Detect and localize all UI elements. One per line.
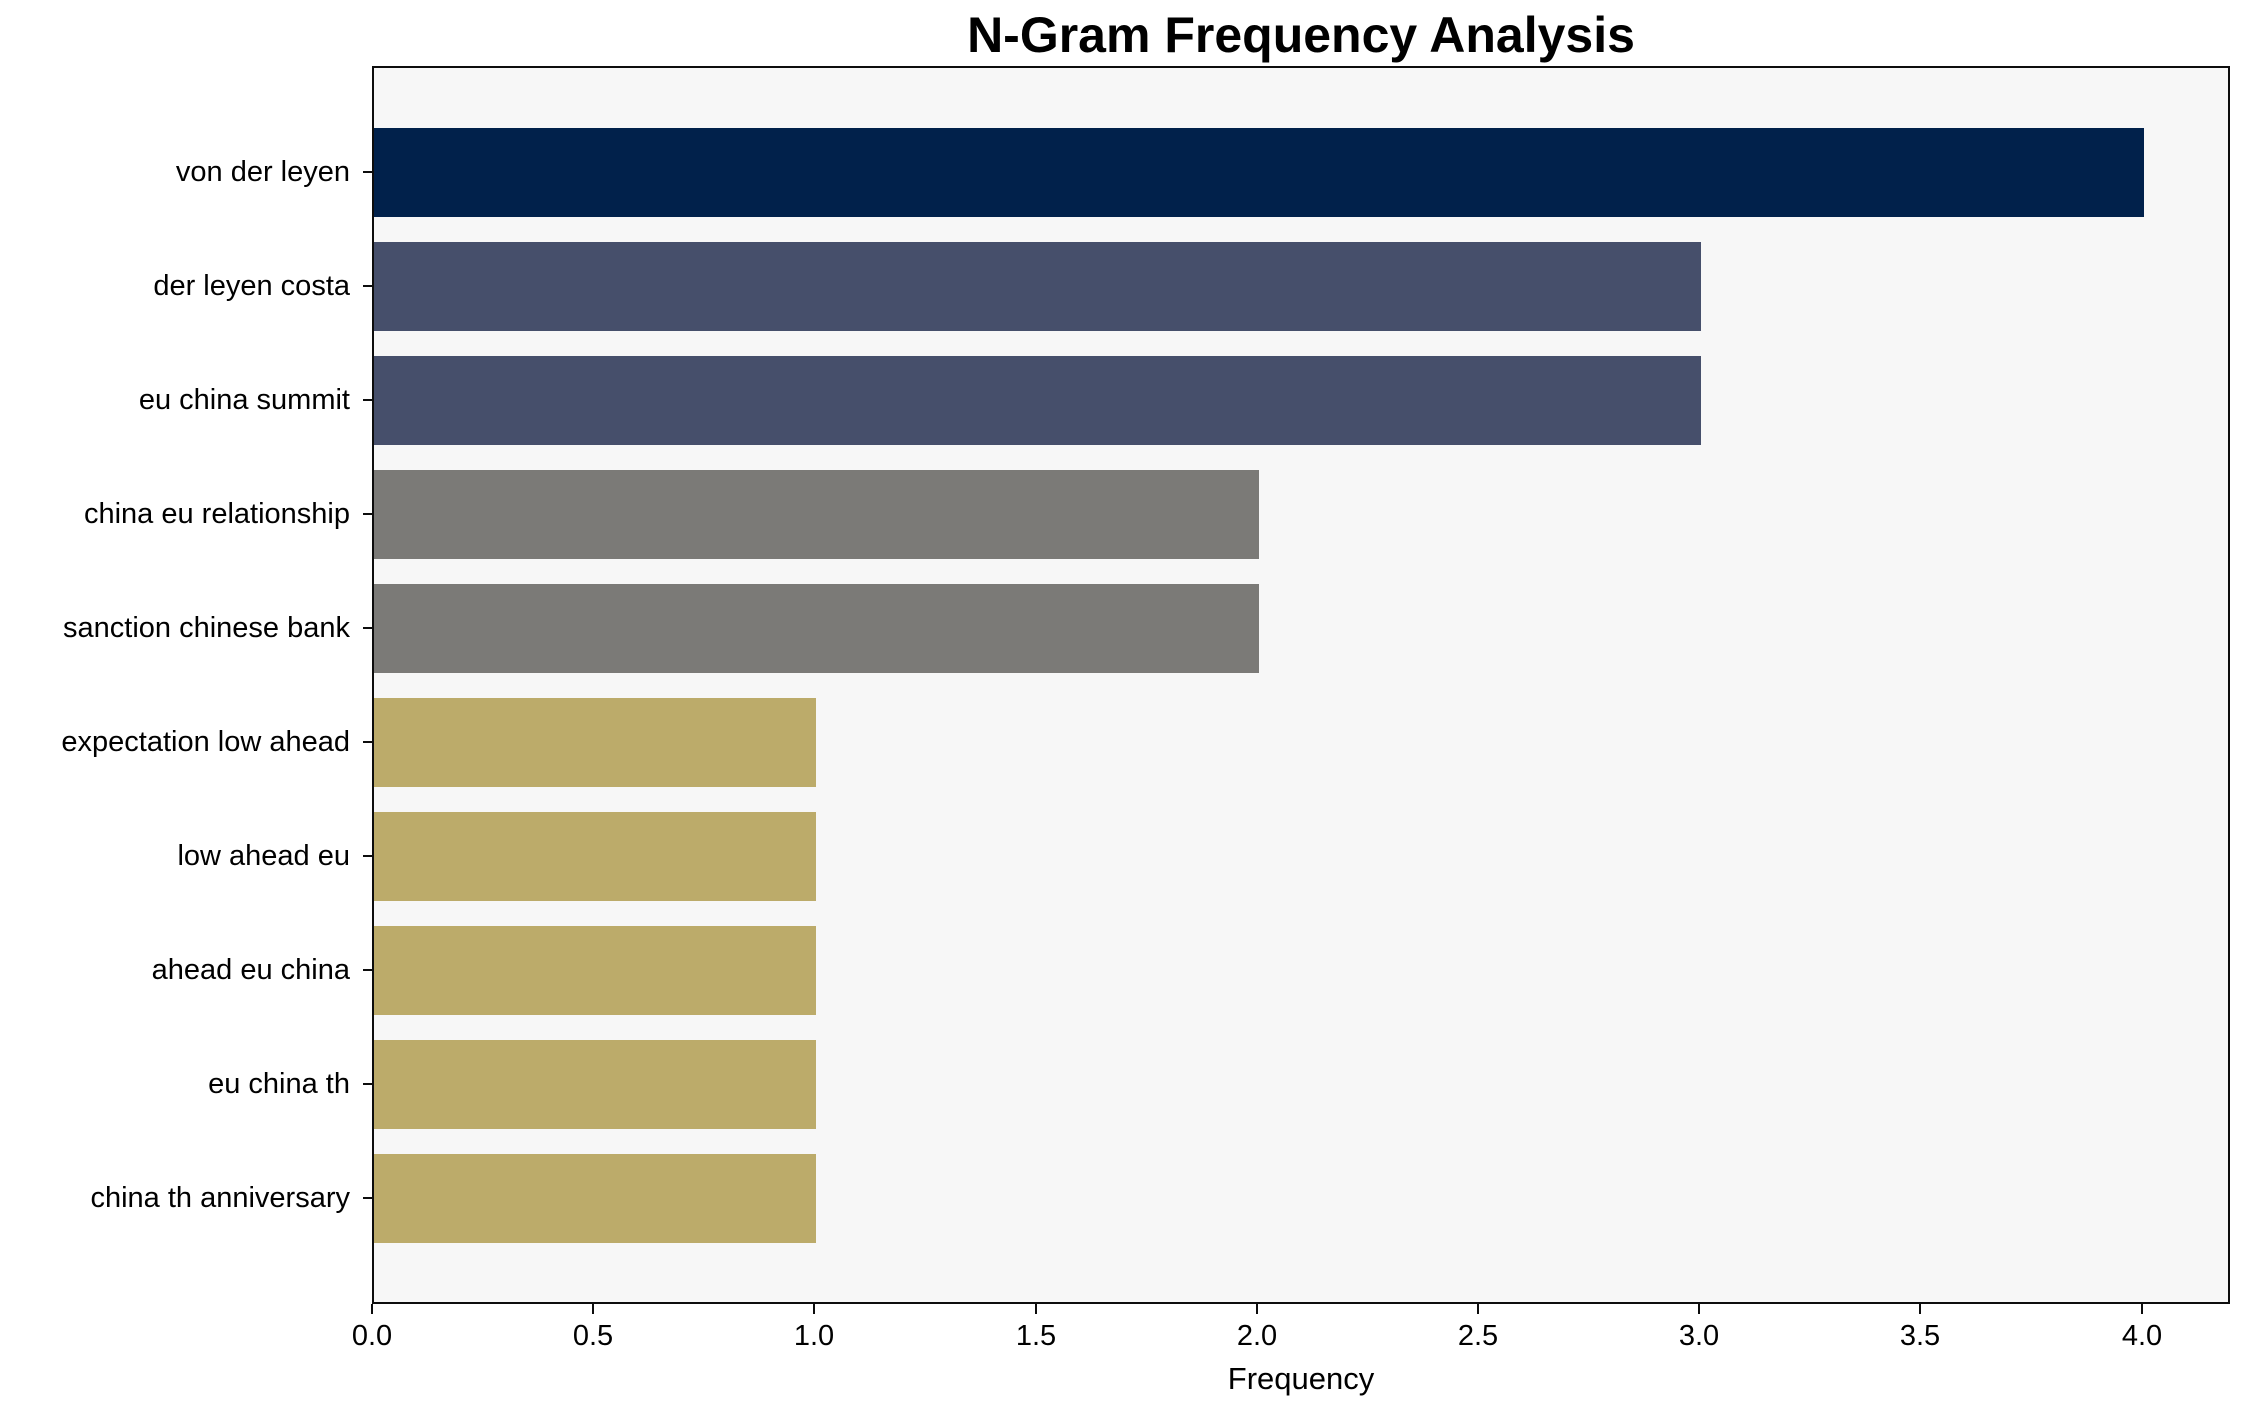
chart-title: N-Gram Frequency Analysis [967, 7, 1635, 63]
x-tick-label: 0.5 [572, 1320, 614, 1352]
y-tick-mark [363, 285, 372, 287]
y-tick-mark [363, 627, 372, 629]
y-tick-label: china eu relationship [83, 498, 350, 530]
y-tick-mark [363, 513, 372, 515]
bar [374, 1039, 816, 1129]
bar [374, 241, 1701, 331]
x-tick-mark [371, 1304, 373, 1314]
y-tick-label: china th anniversary [90, 1182, 350, 1214]
bar [374, 127, 2144, 217]
bar [374, 355, 1701, 445]
x-tick-mark [1035, 1304, 1037, 1314]
bar [374, 583, 1259, 673]
y-tick-label: eu china th [208, 1068, 350, 1100]
x-tick-label: 3.5 [1899, 1320, 1941, 1352]
x-tick-mark [592, 1304, 594, 1314]
x-tick-label: 1.0 [793, 1320, 835, 1352]
x-tick-label: 2.5 [1457, 1320, 1499, 1352]
y-tick-mark [363, 1083, 372, 1085]
bar [374, 469, 1259, 559]
y-tick-mark [363, 399, 372, 401]
x-tick-label: 0.0 [351, 1320, 393, 1352]
y-tick-label: ahead eu china [151, 954, 350, 986]
y-tick-label: sanction chinese bank [63, 612, 350, 644]
y-tick-label: expectation low ahead [61, 726, 350, 758]
y-tick-mark [363, 855, 372, 857]
y-tick-label: eu china summit [138, 384, 350, 416]
y-tick-mark [363, 969, 372, 971]
y-tick-label: low ahead eu [177, 840, 350, 872]
x-tick-mark [813, 1304, 815, 1314]
bar [374, 811, 816, 901]
x-tick-mark [1256, 1304, 1258, 1314]
plot-area [372, 66, 2230, 1304]
x-tick-mark [1919, 1304, 1921, 1314]
y-tick-mark [363, 741, 372, 743]
bar [374, 697, 816, 787]
x-tick-label: 1.5 [1015, 1320, 1057, 1352]
x-tick-mark [2141, 1304, 2143, 1314]
bar [374, 1153, 816, 1243]
x-tick-label: 3.0 [1678, 1320, 1720, 1352]
y-tick-label: der leyen costa [153, 270, 350, 302]
x-tick-mark [1698, 1304, 1700, 1314]
x-tick-label: 4.0 [2121, 1320, 2163, 1352]
y-tick-mark [363, 171, 372, 173]
x-tick-label: 2.0 [1236, 1320, 1278, 1352]
y-tick-label: von der leyen [175, 156, 350, 188]
x-axis-label: Frequency [1227, 1361, 1375, 1396]
y-tick-mark [363, 1197, 372, 1199]
bar [374, 925, 816, 1015]
x-tick-mark [1477, 1304, 1479, 1314]
